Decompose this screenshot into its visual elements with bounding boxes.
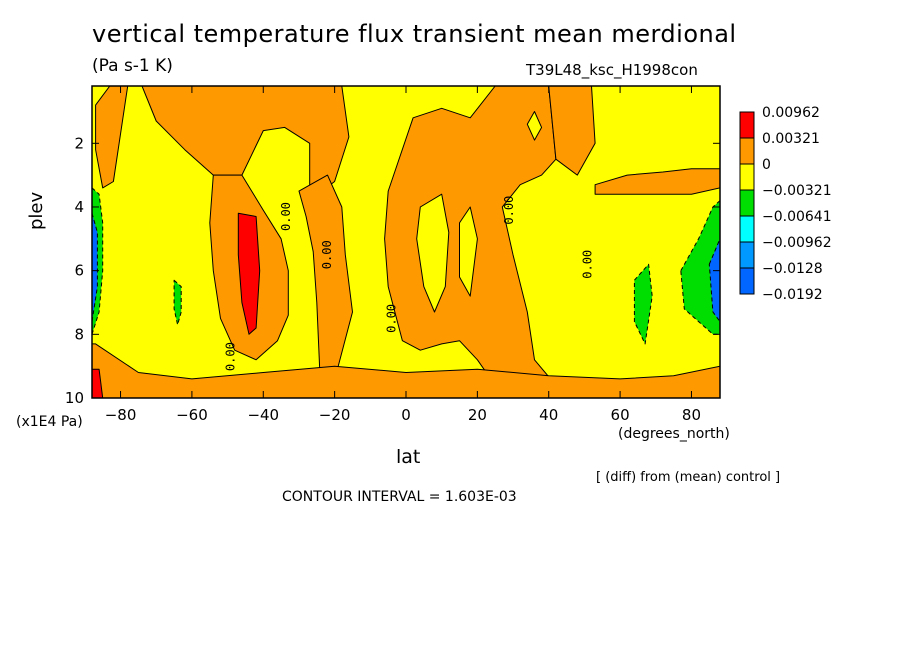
x-tick-label-5: 20 [468, 406, 487, 424]
colorbar-label-7: −0.0192 [762, 287, 823, 303]
colorbar-swatch-2 [739, 163, 755, 191]
y-axis-units: (x1E4 Pa) [16, 414, 83, 430]
colorbar-label-6: −0.0128 [762, 261, 823, 277]
contour-region-10 [92, 343, 720, 398]
contour-region-6 [459, 206, 478, 297]
x-tick-label-3: −20 [319, 406, 351, 424]
contour-label-0: 0.00 [279, 202, 293, 231]
contour-region-11 [92, 368, 104, 398]
contour-region-1 [141, 86, 350, 202]
y-tick-label-4: 10 [65, 389, 84, 407]
colorbar-swatch-1 [739, 137, 755, 165]
contour-label-4: 0.00 [502, 196, 516, 225]
colorbar-label-1: 0.00321 [762, 131, 820, 147]
contour-region-0 [95, 86, 129, 189]
colorbar-swatch-0 [739, 111, 755, 139]
colorbar-swatch-4 [739, 215, 755, 243]
contour-region-15 [173, 279, 182, 326]
colorbar-label-4: −0.00641 [762, 209, 832, 225]
chart-units: (Pa s-1 K) [92, 56, 173, 76]
colorbar-swatch-5 [739, 241, 755, 269]
contour-label-1: 0.00 [320, 240, 334, 269]
y-axis-label: plev [26, 191, 47, 230]
x-tick-label-8: 80 [682, 406, 701, 424]
y-tick-label-3: 8 [74, 325, 84, 343]
contour-region-5 [416, 193, 450, 313]
contour-region-9 [594, 168, 720, 195]
contour-region-7 [526, 111, 543, 141]
contour-label-2: 0.00 [224, 342, 238, 371]
x-tick-label-6: 40 [539, 406, 558, 424]
y-tick-label-1: 4 [74, 198, 84, 216]
x-tick-label-1: −60 [176, 406, 208, 424]
x-axis-label: lat [396, 446, 421, 468]
colorbar-label-0: 0.00962 [762, 105, 820, 121]
diff-note: [ (diff) from (mean) control ] [596, 470, 781, 485]
contour-interval: CONTOUR INTERVAL = 1.603E-03 [282, 489, 517, 505]
colorbar-swatch-6 [739, 267, 755, 295]
contour-region-18 [708, 238, 720, 323]
colorbar-label-3: −0.00321 [762, 183, 832, 199]
contour-region-14 [92, 212, 98, 323]
colorbar-swatch-3 [739, 189, 755, 217]
colorbar-label-5: −0.00962 [762, 235, 832, 251]
x-tick-label-0: −80 [105, 406, 137, 424]
x-tick-label-2: −40 [247, 406, 279, 424]
contour-label-5: 0.00 [581, 250, 595, 279]
contour-label-3: 0.00 [384, 304, 398, 333]
contour-region-17 [680, 200, 720, 335]
colorbar-label-2: 0 [762, 157, 771, 173]
contour-region-12 [237, 212, 261, 335]
contour-region-16 [633, 263, 653, 345]
chart-title: vertical temperature flux transient mean… [92, 20, 737, 48]
x-axis-units: (degrees_north) [618, 426, 730, 442]
y-tick-label-0: 2 [74, 134, 84, 152]
x-tick-label-4: 0 [401, 406, 411, 424]
contour-fill-group [92, 86, 720, 398]
x-tick-label-7: 60 [611, 406, 630, 424]
y-tick-label-2: 6 [74, 262, 84, 280]
contour-region-8 [548, 86, 596, 176]
experiment-name: T39L48_ksc_H1998con [526, 61, 698, 79]
